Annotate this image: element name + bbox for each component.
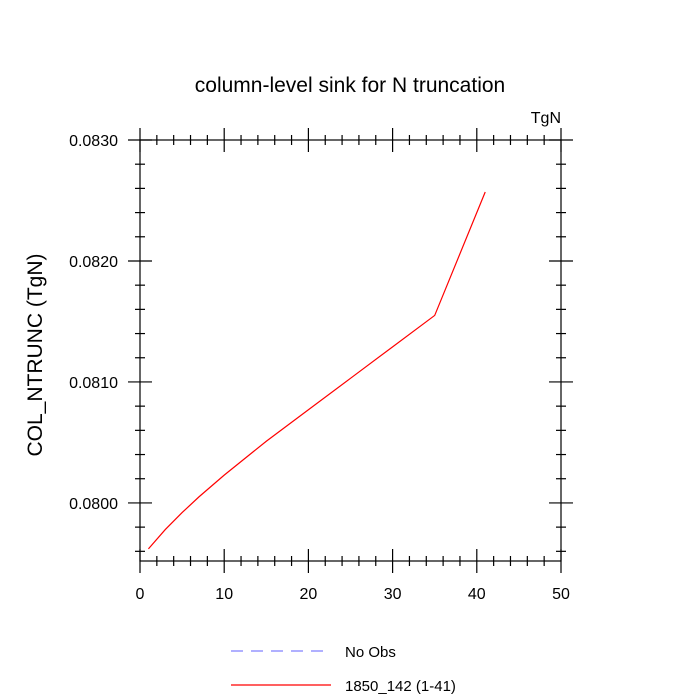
x-tick-label: 50: [552, 586, 570, 603]
x-tick-labels: 0 10 20 30 40 50: [136, 586, 570, 603]
x-tick-label: 20: [300, 586, 318, 603]
units-label: TgN: [531, 110, 561, 127]
legend: No Obs 1850_142 (1-41): [231, 644, 456, 695]
x-tick-label: 0: [136, 586, 145, 603]
x-tick-label: 40: [468, 586, 486, 603]
y-tick-label: 0.0800: [69, 496, 118, 513]
y-tick-label: 0.0810: [69, 375, 118, 392]
x-tick-label: 10: [215, 586, 233, 603]
series-lines: [147, 191, 486, 550]
y-tick-labels: 0.0800 0.0810 0.0820 0.0830: [69, 133, 118, 513]
series-line-1: [147, 191, 486, 550]
y-tick-label: 0.0820: [69, 254, 118, 271]
axis-ticks: [128, 128, 573, 573]
legend-label-no-obs: No Obs: [345, 644, 396, 661]
y-tick-label: 0.0830: [69, 133, 118, 150]
y-axis-label: COL_NTRUNC (TgN): [24, 253, 47, 456]
x-tick-label: 30: [384, 586, 402, 603]
chart-title: column-level sink for N truncation: [195, 74, 505, 97]
plot-frame: [139, 139, 562, 562]
legend-label-1850-142: 1850_142 (1-41): [345, 678, 456, 695]
